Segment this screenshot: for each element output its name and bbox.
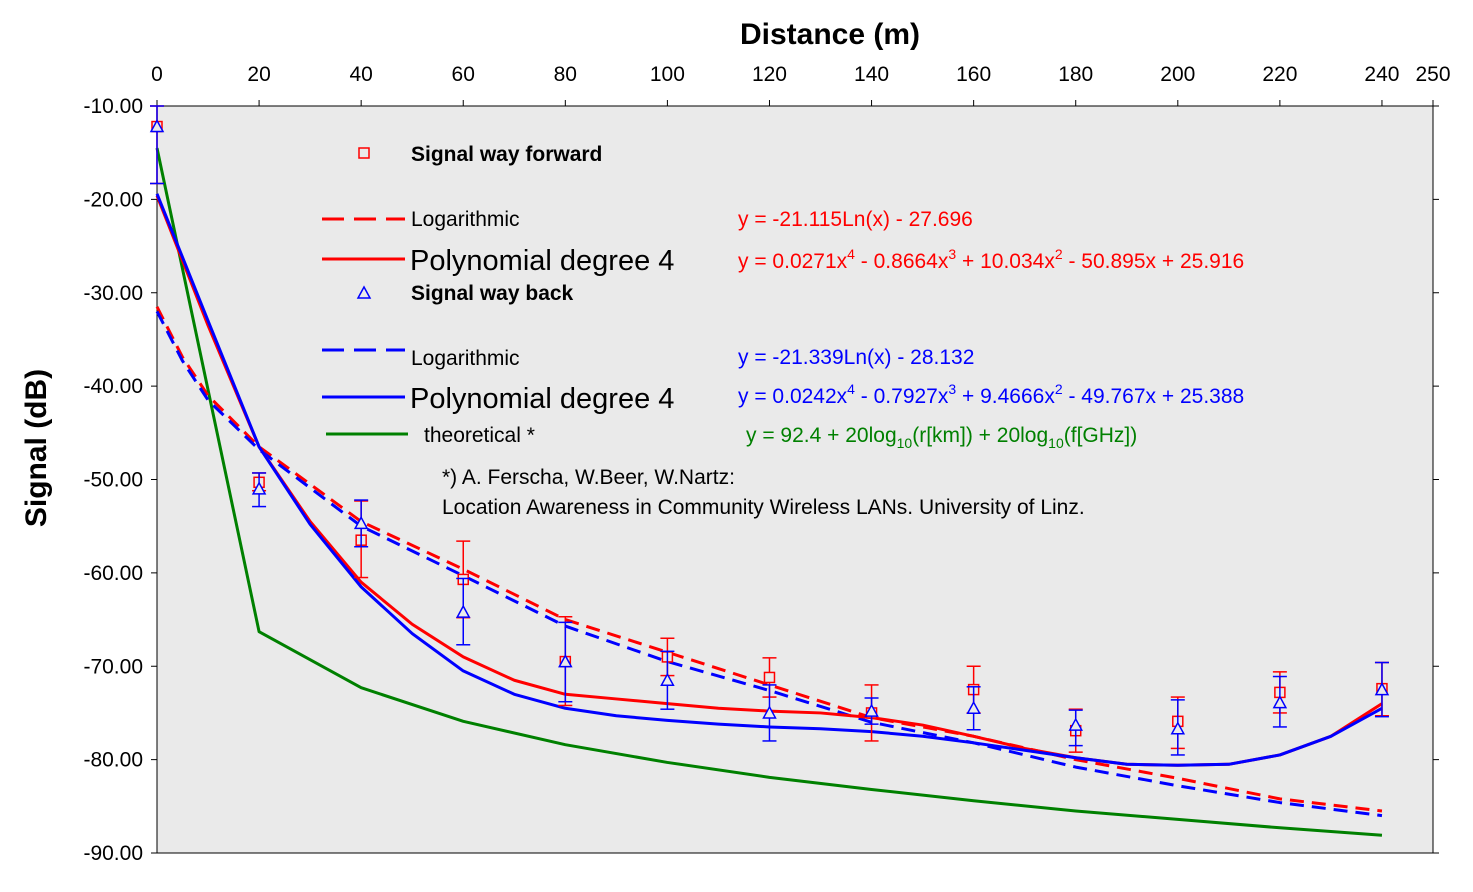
back-point	[864, 697, 879, 725]
y-tick-label: -60.00	[83, 562, 143, 585]
back-point	[1272, 675, 1288, 728]
forward-marker	[763, 671, 776, 684]
forward-log-line	[155, 306, 1383, 813]
back-marker	[455, 604, 471, 618]
legend-theoretical-equation: y = 92.4 + 20log10(r[km]) + 20log10(f[GH…	[746, 424, 1137, 451]
theoretical-line	[155, 147, 1383, 837]
back-point	[762, 684, 777, 742]
legend-back-marker	[356, 285, 372, 299]
back-marker	[149, 118, 165, 133]
x-tick-label: 100	[650, 63, 685, 86]
back-point	[966, 686, 981, 731]
legend-forward-marker	[358, 147, 370, 159]
x-tick-label: 40	[349, 63, 372, 86]
back-marker	[762, 705, 777, 719]
x-tick-label: 120	[752, 63, 787, 86]
back-point	[353, 499, 369, 548]
x-axis-title: Distance (m)	[740, 18, 920, 51]
legend-forward-log-equation: y = -21.115Ln(x) - 27.696	[738, 208, 973, 231]
legend: Signal way forward Logarithmic y = -21.115…	[322, 143, 1244, 519]
series-layer	[149, 105, 1390, 837]
x-tick-label: 140	[854, 63, 889, 86]
back-log-line	[155, 310, 1383, 818]
back-point	[558, 621, 573, 703]
axes: 0 20 40 60 80 100 120 140 160 180 200 220 240 250 -10.…	[83, 63, 1450, 865]
back-marker	[864, 703, 879, 717]
x-tick-label: 240	[1364, 63, 1399, 86]
y-tick-label: -70.00	[83, 655, 143, 678]
legend-forward-title: Signal way forward	[411, 143, 602, 166]
x-tick-label: 80	[554, 63, 577, 86]
x-tick-label: 160	[956, 63, 991, 86]
x-tick-label: 220	[1262, 63, 1297, 86]
back-point	[455, 577, 471, 646]
back-marker	[660, 672, 675, 687]
annotation-line-1: *) A. Ferscha, W.Beer, W.Nartz:	[442, 466, 735, 489]
y-tick-label: -90.00	[83, 842, 143, 865]
x-tick-label: 180	[1058, 63, 1093, 86]
y-tick-label: -10.00	[83, 95, 143, 118]
back-marker	[251, 481, 267, 495]
back-marker	[558, 654, 573, 668]
legend-back-log-equation: y = -21.339Ln(x) - 28.132	[738, 346, 974, 369]
legend-back-log-label: Logarithmic	[411, 347, 520, 370]
back-point	[1170, 699, 1186, 756]
back-marker	[1068, 717, 1083, 731]
back-point	[149, 105, 165, 185]
x-tick-label: 20	[247, 63, 270, 86]
legend-back-poly-equation: y = 0.0242x4 - 0.7927x3 + 9.4666x2 - 49.…	[738, 381, 1244, 408]
x-tick-label: 0	[151, 63, 163, 86]
legend-back-poly-label: Polynomial degree 4	[410, 383, 674, 415]
x-tick-label: 250	[1415, 63, 1450, 86]
back-marker	[1374, 682, 1390, 696]
legend-forward-poly-equation: y = 0.0271x4 - 0.8664x3 + 10.034x2 - 50.…	[738, 246, 1244, 273]
y-tick-label: -80.00	[83, 749, 143, 772]
x-tick-label: 60	[452, 63, 475, 86]
y-tick-label: -50.00	[83, 469, 143, 492]
back-marker	[1170, 721, 1186, 735]
back-point	[1068, 709, 1083, 747]
legend-forward-log-label: Logarithmic	[411, 208, 520, 231]
y-axis-title: Signal (dB)	[20, 369, 53, 527]
x-tick-label: 200	[1160, 63, 1195, 86]
back-point	[1374, 661, 1390, 718]
back-marker	[966, 700, 981, 715]
legend-forward-poly-label: Polynomial degree 4	[410, 245, 674, 277]
y-tick-label: -20.00	[83, 188, 143, 211]
y-tick-label: -30.00	[83, 282, 143, 305]
back-marker	[353, 515, 369, 530]
back-point	[660, 650, 675, 710]
legend-back-title: Signal way back	[411, 282, 574, 305]
y-tick-label: -40.00	[83, 375, 143, 398]
back-marker	[1272, 695, 1288, 709]
back-point	[251, 472, 267, 508]
legend-theoretical-label: theoretical *	[424, 424, 535, 447]
annotation-line-2: Location Awareness in Community Wireless…	[442, 496, 1085, 519]
